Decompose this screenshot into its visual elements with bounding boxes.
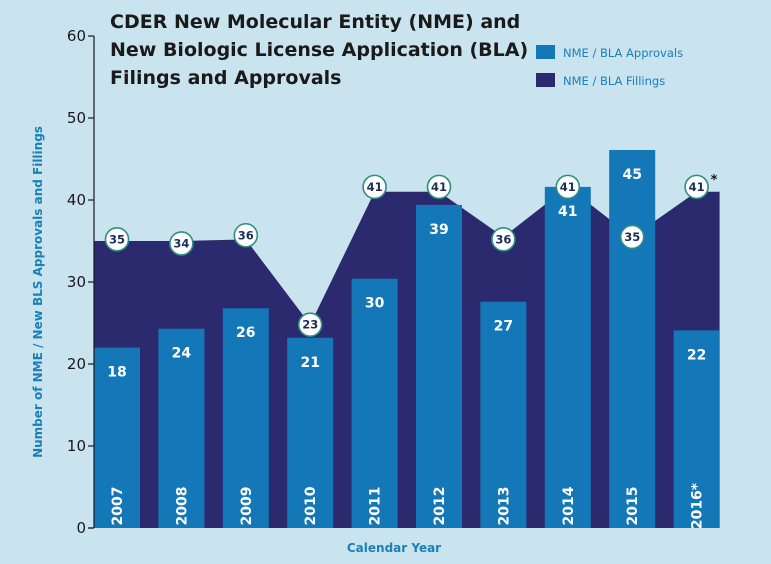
approval-bar-2013: [480, 301, 527, 528]
filings-bubble-2015: [619, 224, 645, 250]
approval-value-label: 27: [494, 319, 513, 335]
y-tick-label: 40: [67, 191, 86, 209]
filings-value-label: 41: [689, 180, 705, 194]
legend-swatch-approvals: [536, 45, 555, 59]
x-tick-label: 2011: [368, 487, 384, 526]
chart-title: CDER New Molecular Entity (NME) and New …: [110, 11, 528, 89]
y-tick-label: 0: [76, 519, 86, 537]
x-tick-label: 2015: [625, 487, 641, 526]
approval-bar-2015: [609, 149, 656, 529]
filings-value-label: 41: [367, 180, 383, 194]
x-tick-label: 2012: [432, 487, 448, 526]
filings-value-label: 41: [431, 180, 447, 194]
approval-bar-2008: [158, 328, 205, 528]
legend-swatch-fillings: [536, 73, 555, 87]
approval-bar-2010: [287, 337, 334, 528]
approval-bar-2014: [544, 186, 591, 528]
filings-value-label: 35: [109, 232, 125, 246]
filings-bubble-2016*: [684, 174, 709, 200]
approvals-bar-layer: 18 2007 24 2008 26 2009 21 2010 30 2011 39 2012 27 20…: [94, 149, 720, 529]
approval-value-label: 30: [365, 296, 385, 312]
approval-bar-2016*: [673, 330, 720, 528]
approval-bar-2011: [351, 278, 398, 528]
filings-bubble-2010: [297, 312, 323, 337]
x-tick-label: 2010: [303, 486, 319, 525]
x-tick-label: 2009: [239, 487, 255, 526]
legend-label-fillings: NME / BLA Fillings: [563, 74, 665, 88]
y-axis-title: Number of NME / New BLS Approvals and Fi…: [31, 126, 45, 458]
filings-bubble-2013: [491, 227, 516, 252]
approval-bar-2007: [94, 347, 140, 528]
title-line-1: CDER New Molecular Entity (NME) and: [110, 11, 520, 33]
y-tick-label: 50: [67, 109, 86, 127]
approval-value-label: 21: [300, 355, 319, 371]
filings-bubble-2011: [362, 174, 387, 200]
approval-value-label: 22: [687, 347, 706, 363]
x-tick-label: 2013: [496, 487, 512, 526]
approval-bar-2012: [416, 204, 462, 529]
filings-bubble-2014: [555, 174, 581, 200]
title-line-3: Filings and Approvals: [110, 67, 342, 89]
x-axis-title: Calendar Year: [347, 541, 441, 555]
filings-bubble-2007: [104, 227, 130, 252]
x-tick-label: 2016*: [690, 482, 706, 529]
approval-value-label: 45: [622, 167, 641, 183]
filings-bubble-2009: [233, 222, 259, 248]
x-tick-label: 2008: [174, 487, 190, 526]
approval-value-label: 41: [558, 204, 577, 220]
approval-value-label: 26: [236, 325, 255, 341]
y-tick-label: 20: [67, 355, 86, 373]
filings-bubble-2012: [426, 174, 452, 200]
legend-label-approvals: NME / BLA Approvals: [563, 46, 683, 60]
annotation-star: *: [711, 173, 718, 188]
x-tick-label: 2014: [561, 486, 577, 525]
filings-value-label: 34: [173, 236, 189, 250]
approval-bar-2009: [222, 308, 269, 528]
y-tick-label: 30: [67, 273, 86, 291]
approval-value-label: 39: [429, 222, 448, 238]
approval-value-label: 24: [172, 346, 192, 362]
filings-value-label: 35: [624, 230, 640, 244]
title-line-2: New Biologic License Application (BLA): [110, 39, 528, 61]
y-axis: 0 10 20 30 40 50 60: [67, 27, 95, 537]
x-tick-label: 2007: [110, 487, 126, 526]
filings-value-label: 23: [302, 318, 318, 332]
y-tick-label: 10: [67, 437, 86, 455]
filings-bubble-2008: [169, 231, 194, 256]
filings-value-label: 41: [560, 180, 576, 194]
legend: NME / BLA Approvals NME / BLA Fillings: [536, 45, 683, 88]
approval-value-label: 18: [107, 365, 126, 381]
filings-bubble-layer: 35 34 36 23 41 41 36 41 35 41 *: [104, 173, 718, 337]
filings-value-label: 36: [238, 228, 254, 242]
y-tick-label: 60: [67, 27, 86, 45]
filings-value-label: 36: [495, 232, 511, 246]
